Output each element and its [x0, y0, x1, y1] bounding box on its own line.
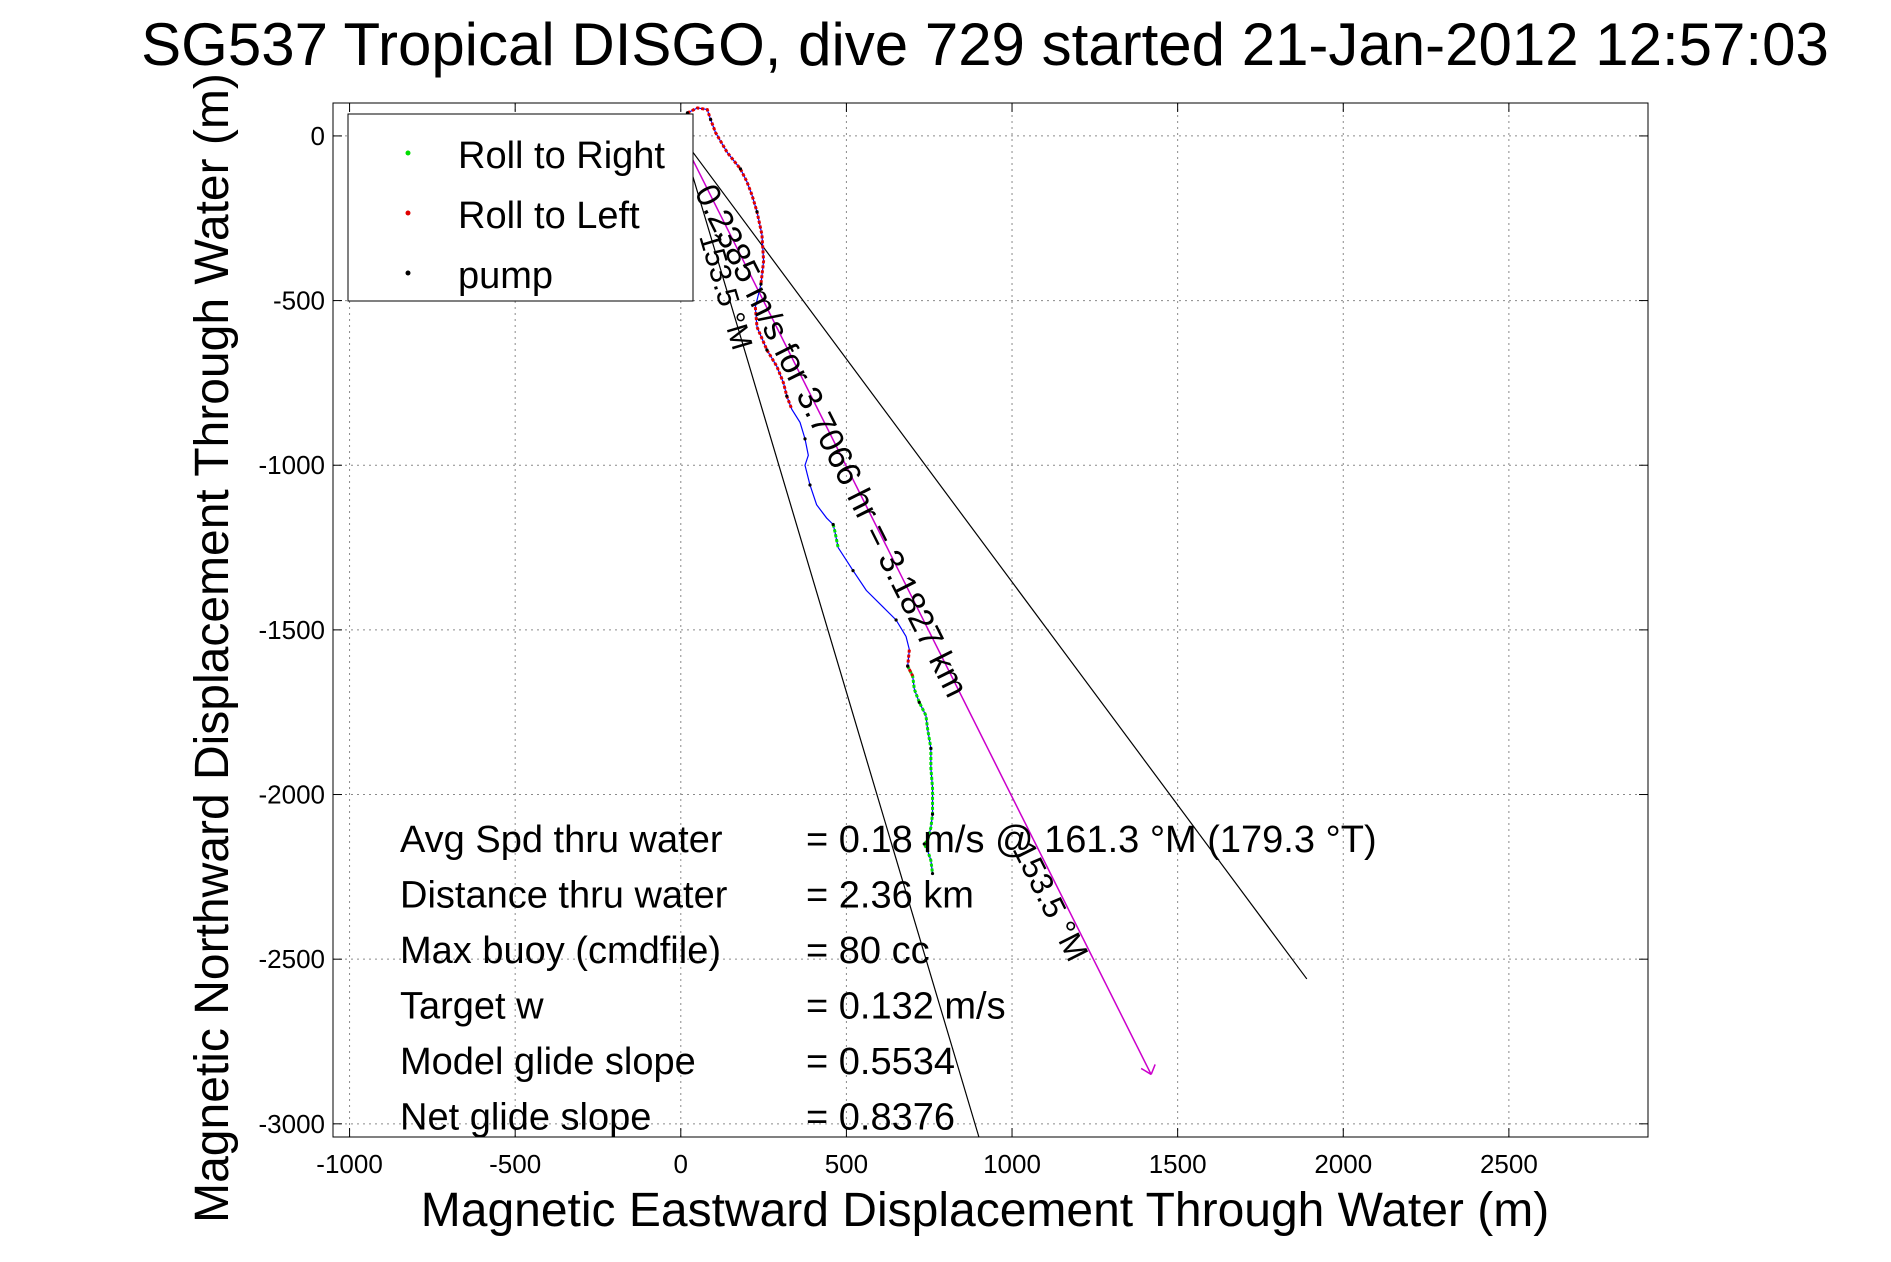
stat-value: = 2.36 km [806, 875, 974, 917]
y-tick-label: -1500 [259, 615, 326, 645]
x-tick-label: 1500 [1149, 1149, 1207, 1179]
y-tick-label: -3000 [259, 1109, 326, 1139]
legend-label: Roll to Left [458, 195, 640, 237]
grid [333, 103, 1648, 1137]
x-tick-label: 2000 [1314, 1149, 1372, 1179]
legend-box [347, 113, 694, 302]
y-tick-label: -2500 [259, 944, 326, 974]
legend-marker [405, 150, 411, 156]
pump-point [922, 842, 926, 846]
stat-value: = 0.132 m/s [806, 986, 1006, 1028]
x-tick-label: -500 [489, 1149, 541, 1179]
y-tick-label: -500 [273, 286, 325, 316]
legend-label: pump [458, 255, 553, 297]
roll-left-segment [686, 106, 766, 285]
stat-label: Avg Spd thru water [400, 819, 723, 861]
pump-point [929, 746, 933, 751]
stat-label: Distance thru water [400, 875, 728, 917]
pump-point [759, 282, 763, 286]
pump-point [755, 210, 759, 214]
stat-label: Target w [400, 986, 544, 1028]
y-tick-label: -1000 [259, 450, 326, 480]
stat-value: = 0.8376 [806, 1097, 955, 1139]
pump-point [785, 394, 789, 398]
pump-point [851, 569, 855, 573]
legend-marker [405, 270, 411, 276]
cone-line [680, 135, 980, 1138]
stat-value: = 0.18 m/s @ 161.3 °M (179.3 °T) [806, 819, 1377, 861]
x-tick-label: 1000 [983, 1149, 1041, 1179]
axes-frame [332, 102, 1649, 1138]
ticks: -1000 -500 0 500 1000 1500 2000 2500 0 -500 -1000 -… [259, 103, 1648, 1179]
roll-right-segment [831, 524, 840, 548]
pump-point [930, 812, 935, 816]
track-group [685, 106, 935, 876]
legend: Roll to Right Roll to Left pump [347, 113, 694, 302]
x-tick-label: 2500 [1480, 1149, 1538, 1179]
pump-point [831, 522, 835, 527]
legend-label: Roll to Right [458, 135, 665, 177]
stat-value: = 0.5534 [806, 1041, 955, 1083]
x-tick-label: -1000 [316, 1149, 383, 1179]
x-tick-label: 500 [825, 1149, 868, 1179]
pump-point [808, 483, 812, 487]
roll-right-segment [906, 665, 935, 874]
y-axis-label: Magnetic Northward Displacement Through … [186, 73, 239, 1223]
pump-point [765, 348, 769, 352]
pump-point [709, 117, 713, 122]
cone-line [680, 135, 1308, 980]
stat-label: Max buoy (cmdfile) [400, 930, 721, 972]
y-tick-label: 0 [311, 121, 325, 151]
current-vector-arrowhead [1140, 1064, 1156, 1076]
legend-marker [405, 210, 411, 216]
pump-point [894, 618, 898, 622]
pump-point [738, 167, 743, 171]
stats-group: Avg Spd thru water = 0.18 m/s @ 161.3 °M … [400, 819, 1377, 1139]
stat-label: Net glide slope [400, 1097, 651, 1139]
pump-point [930, 871, 935, 876]
stat-label: Model glide slope [400, 1041, 696, 1083]
x-tick-label: 0 [674, 1149, 688, 1179]
y-tick-label: -2000 [259, 780, 326, 810]
pump-point [906, 664, 910, 668]
chart-title: SG537 Tropical DISGO, dive 729 started 2… [141, 11, 1829, 78]
pump-point [917, 700, 921, 704]
pump-point [803, 437, 807, 441]
stat-value: = 80 cc [806, 930, 930, 972]
x-axis-label: Magnetic Eastward Displacement Through W… [421, 1184, 1549, 1237]
